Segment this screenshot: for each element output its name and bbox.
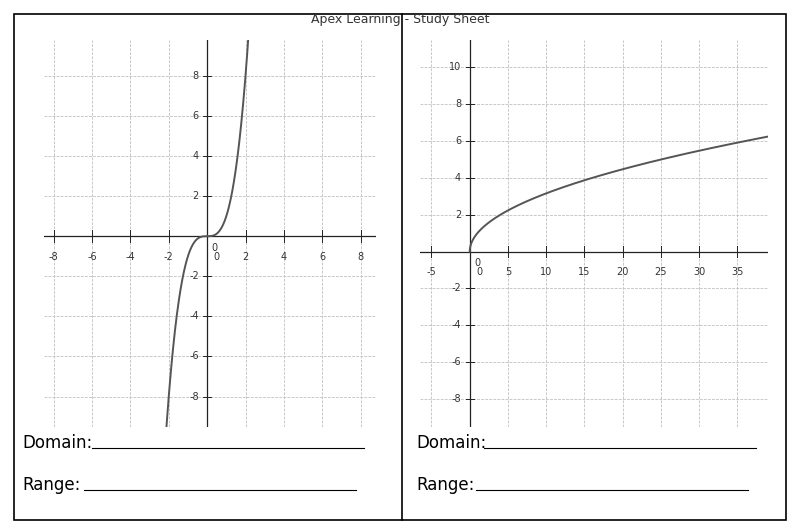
Text: 10: 10	[540, 267, 552, 277]
Text: 6: 6	[193, 111, 199, 121]
Text: -4: -4	[126, 252, 135, 262]
Text: -4: -4	[451, 320, 461, 330]
Text: Range:: Range:	[416, 476, 474, 494]
Text: Domain:: Domain:	[22, 434, 93, 452]
Text: 0: 0	[214, 252, 220, 262]
Text: -2: -2	[189, 271, 199, 281]
Text: Domain:: Domain:	[416, 434, 486, 452]
Text: 8: 8	[455, 99, 461, 109]
Text: -6: -6	[87, 252, 97, 262]
Text: -2: -2	[451, 284, 461, 294]
Text: 30: 30	[693, 267, 706, 277]
Text: 6: 6	[455, 136, 461, 146]
Text: -8: -8	[451, 394, 461, 404]
Text: 35: 35	[731, 267, 743, 277]
Text: 4: 4	[455, 173, 461, 183]
Text: 0: 0	[211, 243, 218, 253]
Text: 10: 10	[449, 63, 461, 73]
Text: -2: -2	[164, 252, 174, 262]
Text: 2: 2	[454, 210, 461, 220]
Text: 5: 5	[505, 267, 511, 277]
Text: 15: 15	[578, 267, 590, 277]
Text: 4: 4	[193, 151, 199, 161]
Text: -6: -6	[189, 351, 199, 361]
Text: 25: 25	[654, 267, 667, 277]
Text: Range:: Range:	[22, 476, 81, 494]
Text: Apex Learning - Study Sheet: Apex Learning - Study Sheet	[310, 13, 490, 26]
Text: 0: 0	[477, 267, 482, 277]
Text: 8: 8	[193, 71, 199, 81]
Text: -8: -8	[189, 392, 199, 402]
Text: -5: -5	[426, 267, 436, 277]
Text: 8: 8	[358, 252, 364, 262]
Text: -8: -8	[49, 252, 58, 262]
Text: 2: 2	[193, 191, 199, 201]
Text: 20: 20	[617, 267, 629, 277]
Text: 6: 6	[319, 252, 326, 262]
Text: -4: -4	[189, 312, 199, 321]
Text: -6: -6	[451, 357, 461, 367]
Text: 4: 4	[281, 252, 287, 262]
Text: 0: 0	[474, 258, 480, 268]
Text: 2: 2	[242, 252, 249, 262]
